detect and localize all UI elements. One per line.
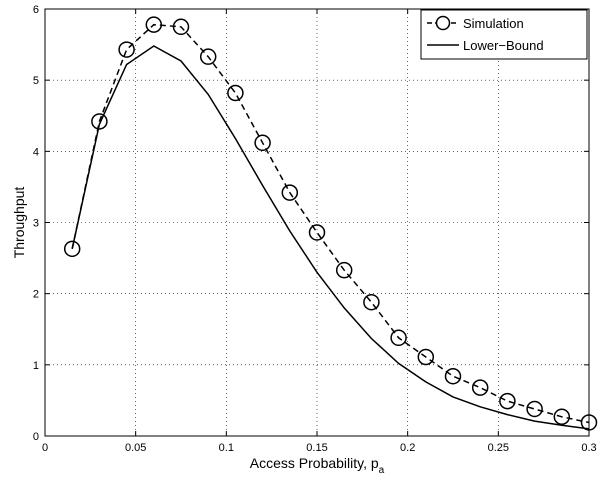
simulation-point — [308, 224, 326, 241]
legend-label: Lower−Bound — [463, 38, 544, 53]
series-simulation — [63, 16, 598, 431]
series-line — [71, 23, 590, 424]
simulation-point — [91, 113, 108, 130]
simulation-point — [553, 408, 571, 426]
legend-entry: Simulation — [427, 15, 524, 31]
x-axis-label-subscript: a — [379, 465, 385, 476]
x-axis-label: Access Probability, pa — [250, 455, 385, 476]
y-axis-label: Throughput — [11, 187, 27, 259]
x-tick-label: 0.25 — [488, 442, 509, 454]
simulation-point — [526, 400, 543, 418]
simulation-point — [335, 261, 353, 279]
simulation-point — [254, 134, 271, 152]
legend-label: Simulation — [463, 16, 524, 31]
grid-lines — [45, 9, 589, 436]
simulation-point — [227, 84, 244, 102]
simulation-point — [199, 48, 217, 65]
series-line — [71, 45, 590, 430]
y-tick-label: 3 — [33, 218, 39, 230]
simulation-point — [363, 293, 380, 311]
x-tick-label: 0 — [42, 442, 48, 454]
y-tick-label: 6 — [33, 4, 39, 16]
x-tick-label: 0.15 — [306, 442, 327, 454]
legend-marker — [435, 15, 451, 31]
y-tick-label: 0 — [33, 431, 39, 443]
x-axis-label-text: Access Probability, p — [250, 455, 379, 471]
simulation-point — [63, 240, 81, 258]
simulation-point — [281, 184, 299, 201]
x-tick-label: 0.1 — [219, 442, 234, 454]
x-tick-label: 0.05 — [125, 442, 146, 454]
y-tick-label: 1 — [33, 360, 39, 372]
x-tick-label: 0.2 — [400, 442, 415, 454]
simulation-point — [118, 41, 135, 58]
legend-entry: Lower−Bound — [427, 38, 544, 53]
y-tick-label: 4 — [33, 146, 39, 158]
simulation-point — [145, 16, 163, 33]
series-layer — [63, 16, 598, 431]
x-tick-label: 0.3 — [581, 442, 596, 454]
y-tick-label: 5 — [33, 75, 39, 87]
legend-entries: Simulation Lower−Bound — [427, 15, 544, 53]
simulation-point — [172, 18, 190, 36]
simulation-point — [444, 367, 462, 385]
simulation-point — [499, 392, 516, 410]
axis-ticks: 0 0.05 0.1 0.15 0.2 0.25 0.3 0 1 2 3 4 5 6 — [33, 4, 597, 454]
legend: Simulation Lower−Bound — [420, 9, 588, 60]
simulation-point — [390, 329, 407, 347]
simulation-point — [417, 348, 435, 366]
series-lower-bound — [71, 45, 590, 430]
legend-box — [420, 9, 588, 60]
simulation-point — [471, 379, 489, 396]
y-tick-label: 2 — [33, 289, 39, 301]
